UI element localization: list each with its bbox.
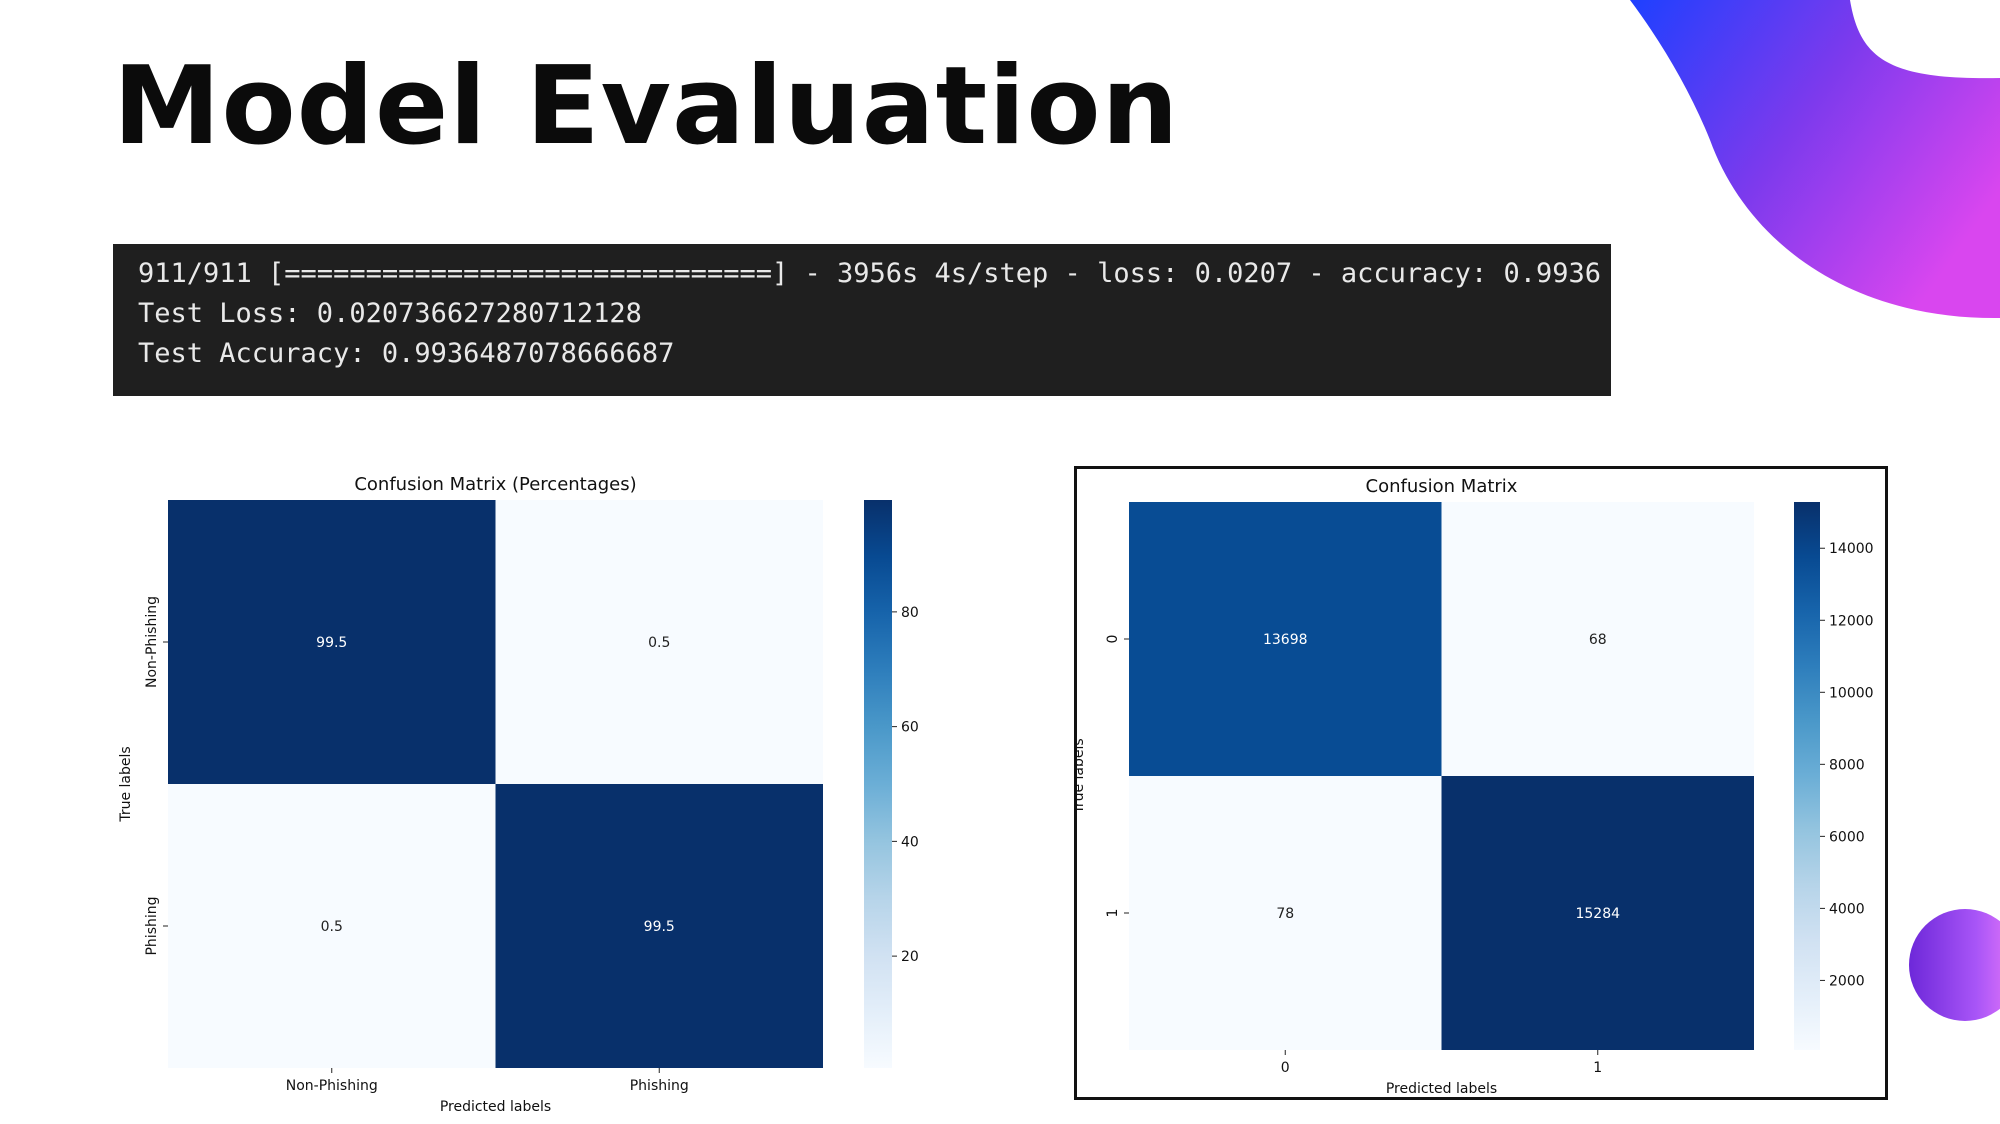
y-tick-label: 1 [1105, 909, 1121, 918]
y-axis-label: True labels [1074, 738, 1087, 814]
cell-annotation: 99.5 [316, 635, 347, 651]
cell-annotation: 13698 [1263, 632, 1308, 648]
colorbar-tick-label: 8000 [1829, 757, 1865, 773]
x-tick-label: Non-Phishing [286, 1078, 378, 1094]
chart-title: Confusion Matrix (Percentages) [354, 474, 636, 495]
heatmap-cell [1129, 502, 1442, 776]
colorbar-tick-label: 20 [901, 949, 919, 965]
gradient-circle-decoration [1909, 909, 2000, 1021]
terminal-line: Test Accuracy: 0.9936487078666687 [138, 338, 675, 369]
colorbar [864, 500, 892, 1068]
colorbar-tick-label: 10000 [1829, 685, 1874, 701]
heatmap-cell [495, 500, 823, 784]
heatmap-cell [1441, 502, 1754, 776]
colorbar [1794, 502, 1820, 1050]
y-tick-label: 0 [1105, 635, 1121, 644]
colorbar-tick-label: 2000 [1829, 973, 1865, 989]
heatmap-cell [1441, 776, 1754, 1050]
x-tick-label: Phishing [630, 1078, 689, 1094]
heatmap-cell [1129, 776, 1442, 1050]
heatmap-cell [495, 784, 823, 1068]
confusion-matrix-count-chart: Confusion Matrix 13698 68 78 15284 0 1 Predicte… [1074, 466, 1888, 1100]
colorbar-tick-label: 60 [901, 720, 919, 736]
cell-annotation: 68 [1589, 632, 1607, 648]
terminal-output: 911/911 [==============================]… [113, 244, 1611, 396]
terminal-line: 911/911 [==============================]… [138, 258, 1601, 289]
cell-annotation: 78 [1276, 906, 1294, 922]
colorbar-tick-label: 6000 [1829, 829, 1865, 845]
chart-title: Confusion Matrix [1366, 476, 1518, 497]
x-axis-label: Predicted labels [1386, 1081, 1497, 1097]
colorbar-tick-label: 14000 [1829, 541, 1874, 557]
x-tick-label: 0 [1281, 1060, 1290, 1076]
y-axis-label: True labels [118, 746, 134, 822]
heatmap-cell [168, 500, 496, 784]
confusion-matrix-percent-chart: Confusion Matrix (Percentages) 99.5 0.5 0.5… [118, 474, 919, 1115]
x-axis-label: Predicted labels [440, 1099, 551, 1115]
colorbar-tick-label: 4000 [1829, 901, 1865, 917]
y-tick-label: Phishing [144, 896, 160, 955]
cell-annotation: 0.5 [648, 635, 670, 651]
page-title: Model Evaluation [113, 44, 1180, 169]
y-tick-label: Non-Phishing [144, 596, 160, 688]
cell-annotation: 15284 [1575, 906, 1620, 922]
colorbar-tick-label: 12000 [1829, 613, 1874, 629]
x-tick-label: 1 [1593, 1060, 1602, 1076]
cell-annotation: 99.5 [644, 919, 675, 935]
colorbar-tick-label: 40 [901, 834, 919, 850]
gradient-ribbon-decoration [1630, 0, 2000, 319]
heatmap-cell [168, 784, 496, 1068]
cell-annotation: 0.5 [321, 919, 343, 935]
terminal-line: Test Loss: 0.020736627280712128 [138, 298, 642, 329]
colorbar-tick-label: 80 [901, 605, 919, 621]
